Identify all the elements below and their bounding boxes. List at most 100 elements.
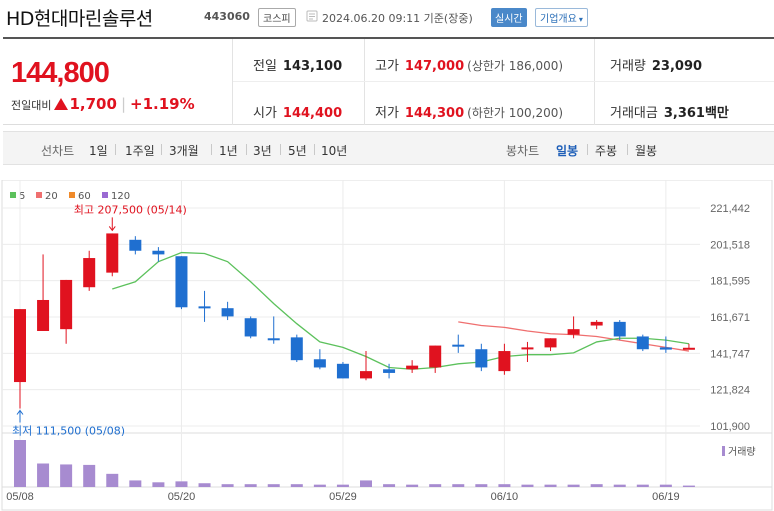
candle-body [336,363,349,379]
candle-body [613,321,626,337]
divider [364,39,365,125]
legend-swatch-60 [69,192,75,198]
volume: 거래량 23,090 [610,55,702,74]
high-arrow-icon [108,217,116,232]
candle-body [313,359,326,368]
chart-controls: 선차트 1일 1주일 3개월 1년 3년 5년 10년 봉차트 일봉 주봉 월봉 [3,131,774,165]
low-arrow-icon [16,409,24,423]
trade-value: 거래대금 3,361백만 [610,102,729,121]
prev-close: 전일 143,100 [253,55,342,74]
x-tick-label: 06/10 [491,491,519,503]
chart-frame [1,180,773,511]
change-label: 전일대비 [11,99,52,112]
candle-monthly[interactable]: 월봉 [635,144,658,158]
volume-bar [83,464,96,487]
volume-bar [37,463,50,487]
volume-bar [106,473,119,487]
open-value: 144,400 [282,106,343,121]
price-summary: 144,800 전일대비 1,700 | +1.19% 전일 143,100 고가 147… [3,37,774,125]
divider [594,39,595,125]
candle-body [452,344,465,347]
change-row: 전일대비 1,700 | +1.19% [11,95,195,113]
ma5-line [112,251,690,370]
divider [115,144,116,155]
company-info-button[interactable]: 기업개요 ▾ [535,8,588,27]
candle-body [475,349,488,368]
trade-value-value: 3,361 [663,106,705,121]
candle-daily[interactable]: 일봉 [556,144,579,158]
divider [280,144,281,155]
volume-bar [129,480,142,487]
candle-chart-label: 봉차트 [506,144,540,158]
volume-bar [429,484,442,487]
volume-bar [498,484,511,487]
open-label: 시가 [253,106,277,121]
period-1y[interactable]: 1년 [219,144,238,158]
volume-label: 거래량 [728,446,756,458]
candle-weekly[interactable]: 주봉 [595,144,618,158]
line-chart-label: 선차트 [41,144,75,158]
low-value: 144,300 [404,106,465,121]
volume-bar [406,484,419,487]
candle-body [14,309,26,383]
legend-swatch-120 [102,192,108,198]
candle-body [244,318,257,337]
candle-body [682,347,695,350]
volume-bar [521,484,534,487]
period-1w[interactable]: 1주일 [125,144,155,158]
candle-body [429,345,442,368]
low-annotation: 최저 111,500 (05/08) [12,424,125,437]
low-price: 저가 144,300 (하한가 100,200) [375,102,563,121]
high-price: 고가 147,000 (상한가 186,000) [375,55,563,74]
current-price: 144,800 [11,57,110,89]
legend-label-120: 120 [111,191,130,202]
candle-body [129,239,142,251]
realtime-button[interactable]: 실시간 [491,8,527,27]
volume-bar [198,483,211,487]
low-label: 저가 [375,106,399,121]
change-amount: 1,700 [69,95,117,113]
divider [587,144,588,155]
divider [161,144,162,155]
period-10y[interactable]: 10년 [321,144,348,158]
volume-bar [452,484,465,487]
y-tick-label: 141,747 [710,348,750,360]
period-1d[interactable]: 1일 [89,144,108,158]
candle-body [37,299,50,331]
high-annotation: 최고 207,500 (05/14) [74,203,187,216]
candle-body [290,337,303,361]
candlestick-chart: 5 20 60 120 221,442 201,518 181,595 161,671 141,… [1,180,773,511]
candle-body [590,321,603,326]
volume-bar [152,482,165,487]
y-tick-label: 201,518 [710,239,750,251]
prev-close-label: 전일 [253,59,277,74]
candle-body [636,336,649,350]
volume-bar [383,484,396,487]
candle-body [60,279,73,330]
period-3y[interactable]: 3년 [253,144,272,158]
divider [233,81,774,82]
candle-body [360,371,372,379]
x-tick-label: 06/19 [652,491,680,503]
open-price: 시가 144,400 [253,102,342,121]
candle-body [544,338,557,348]
divider [246,144,247,155]
y-tick-label: 221,442 [710,203,750,215]
timestamp: 2024.06.20 09:11 기준(장중) [322,12,473,25]
candle-body [498,351,511,372]
high-label: 고가 [375,59,399,74]
period-3m[interactable]: 3개월 [169,144,199,158]
volume-bar [475,484,488,487]
y-tick-label: 121,824 [710,385,750,397]
volume-bar [175,481,188,487]
divider [627,144,628,155]
candle-body [198,306,211,309]
volume-bar [360,480,372,487]
stock-code: 443060 [204,10,250,23]
volume-bar [336,484,349,487]
candle-body [83,258,96,288]
volume-bar [221,484,234,487]
x-tick-label: 05/20 [168,491,196,503]
period-5y[interactable]: 5년 [288,144,307,158]
company-info-label: 기업개요 [540,14,577,25]
